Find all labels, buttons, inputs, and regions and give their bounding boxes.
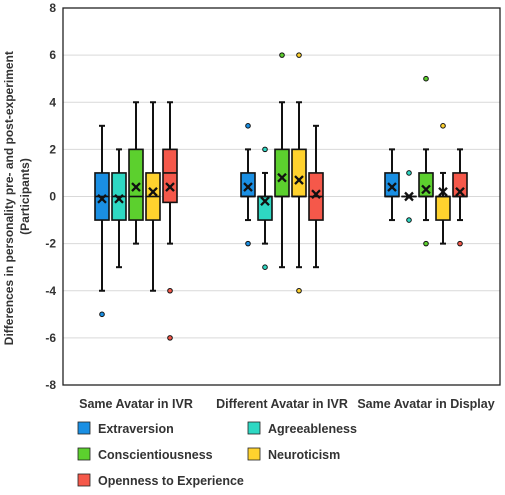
box-openness-to-experience	[452, 148, 468, 247]
y-tick-label: -8	[45, 378, 56, 392]
legend-item: Neuroticism	[247, 447, 340, 462]
outlier-point	[406, 217, 412, 223]
x-axis-category-labels: Same Avatar in IVR Different Avatar in IV…	[79, 397, 495, 411]
box-neuroticism	[291, 52, 307, 294]
mean-marker	[421, 184, 431, 195]
y-axis-ticks: -8 -6 -4 -2 0 2 4 6 8	[45, 1, 56, 392]
box-conscientiousness	[418, 75, 434, 247]
y-tick-label: 4	[49, 95, 56, 109]
outlier-point	[296, 287, 302, 294]
box-iqr	[418, 172, 434, 198]
x-category-label: Same Avatar in IVR	[79, 397, 193, 411]
outlier-point	[279, 52, 285, 58]
box-agreeableness	[257, 146, 273, 270]
box-conscientiousness	[128, 101, 144, 245]
box-conscientiousness	[274, 52, 290, 269]
box-openness-to-experience	[162, 101, 178, 341]
outlier-point	[406, 170, 412, 176]
y-axis-title: Differences in personality pre- and post…	[2, 48, 32, 345]
mean-marker	[260, 196, 270, 207]
box-extraversion	[94, 124, 110, 318]
y-tick-label: 8	[49, 1, 56, 15]
y-tick-label: 2	[49, 142, 56, 156]
mean-marker	[148, 186, 158, 197]
outlier-point	[457, 240, 463, 247]
mean-marker	[455, 186, 465, 197]
mean-marker	[243, 182, 253, 192]
mean-marker	[404, 191, 414, 202]
x-category-label: Same Avatar in Display	[357, 397, 494, 411]
box-agreeableness	[401, 170, 417, 223]
box-iqr	[274, 148, 290, 198]
legend-label: Extraversion	[98, 422, 174, 436]
outlier-point	[245, 240, 251, 247]
box-extraversion	[384, 148, 400, 222]
x-category-label: Different Avatar in IVR	[216, 397, 348, 411]
boxes	[94, 52, 468, 341]
outlier-point	[423, 75, 429, 82]
legend-item: Agreeableness	[247, 421, 357, 436]
y-tick-label: 0	[49, 190, 56, 204]
y-axis-title-line-1: Differences in personality pre- and post…	[2, 51, 16, 345]
y-tick-label: -2	[45, 237, 56, 251]
outlier-point	[423, 240, 429, 247]
legend-item: Extraversion	[77, 421, 174, 436]
legend-label: Openness to Experience	[98, 474, 244, 488]
box-agreeableness	[111, 148, 127, 269]
legend-label: Conscientiousness	[98, 448, 213, 462]
box-iqr	[162, 148, 178, 204]
outlier-point	[262, 264, 268, 270]
mean-marker	[165, 182, 175, 192]
legend-label: Agreeableness	[268, 422, 357, 436]
legend-swatch	[77, 421, 91, 435]
mean-marker	[311, 189, 321, 199]
y-axis-title-line-2: (Participants)	[18, 158, 32, 235]
box-extraversion	[240, 123, 256, 247]
legend-label: Neuroticism	[268, 448, 340, 462]
mean-marker	[97, 194, 107, 204]
outlier-point	[167, 287, 173, 294]
legend-swatch	[77, 473, 91, 487]
box-iqr	[240, 172, 256, 198]
y-tick-label: 6	[49, 48, 56, 62]
legend-item: Conscientiousness	[77, 447, 213, 462]
plot-area-frame	[62, 7, 501, 386]
legend-swatch	[247, 421, 261, 435]
legend-item: Openness to Experience	[77, 473, 244, 488]
y-tick-label: -4	[45, 284, 56, 298]
legend-swatch	[247, 447, 261, 461]
mean-marker	[131, 182, 141, 192]
box-iqr	[291, 148, 307, 198]
mean-marker	[438, 186, 448, 197]
legend: Extraversion Agreeableness Conscientiousne…	[77, 421, 357, 488]
legend-swatch	[77, 447, 91, 461]
box-neuroticism	[145, 101, 161, 292]
box-iqr	[435, 195, 451, 221]
outlier-point	[167, 335, 173, 341]
box-iqr	[384, 172, 400, 198]
mean-marker	[277, 172, 287, 183]
mean-marker	[114, 194, 124, 204]
outlier-point	[296, 52, 302, 58]
outlier-point	[99, 311, 105, 318]
mean-marker	[387, 182, 397, 192]
box-openness-to-experience	[308, 124, 324, 269]
outlier-point	[245, 123, 251, 129]
outlier-point	[262, 146, 268, 153]
mean-marker	[294, 175, 304, 185]
y-tick-label: -6	[45, 331, 56, 345]
box-iqr	[128, 148, 144, 221]
outlier-point	[440, 123, 446, 129]
box-neuroticism	[435, 123, 451, 245]
